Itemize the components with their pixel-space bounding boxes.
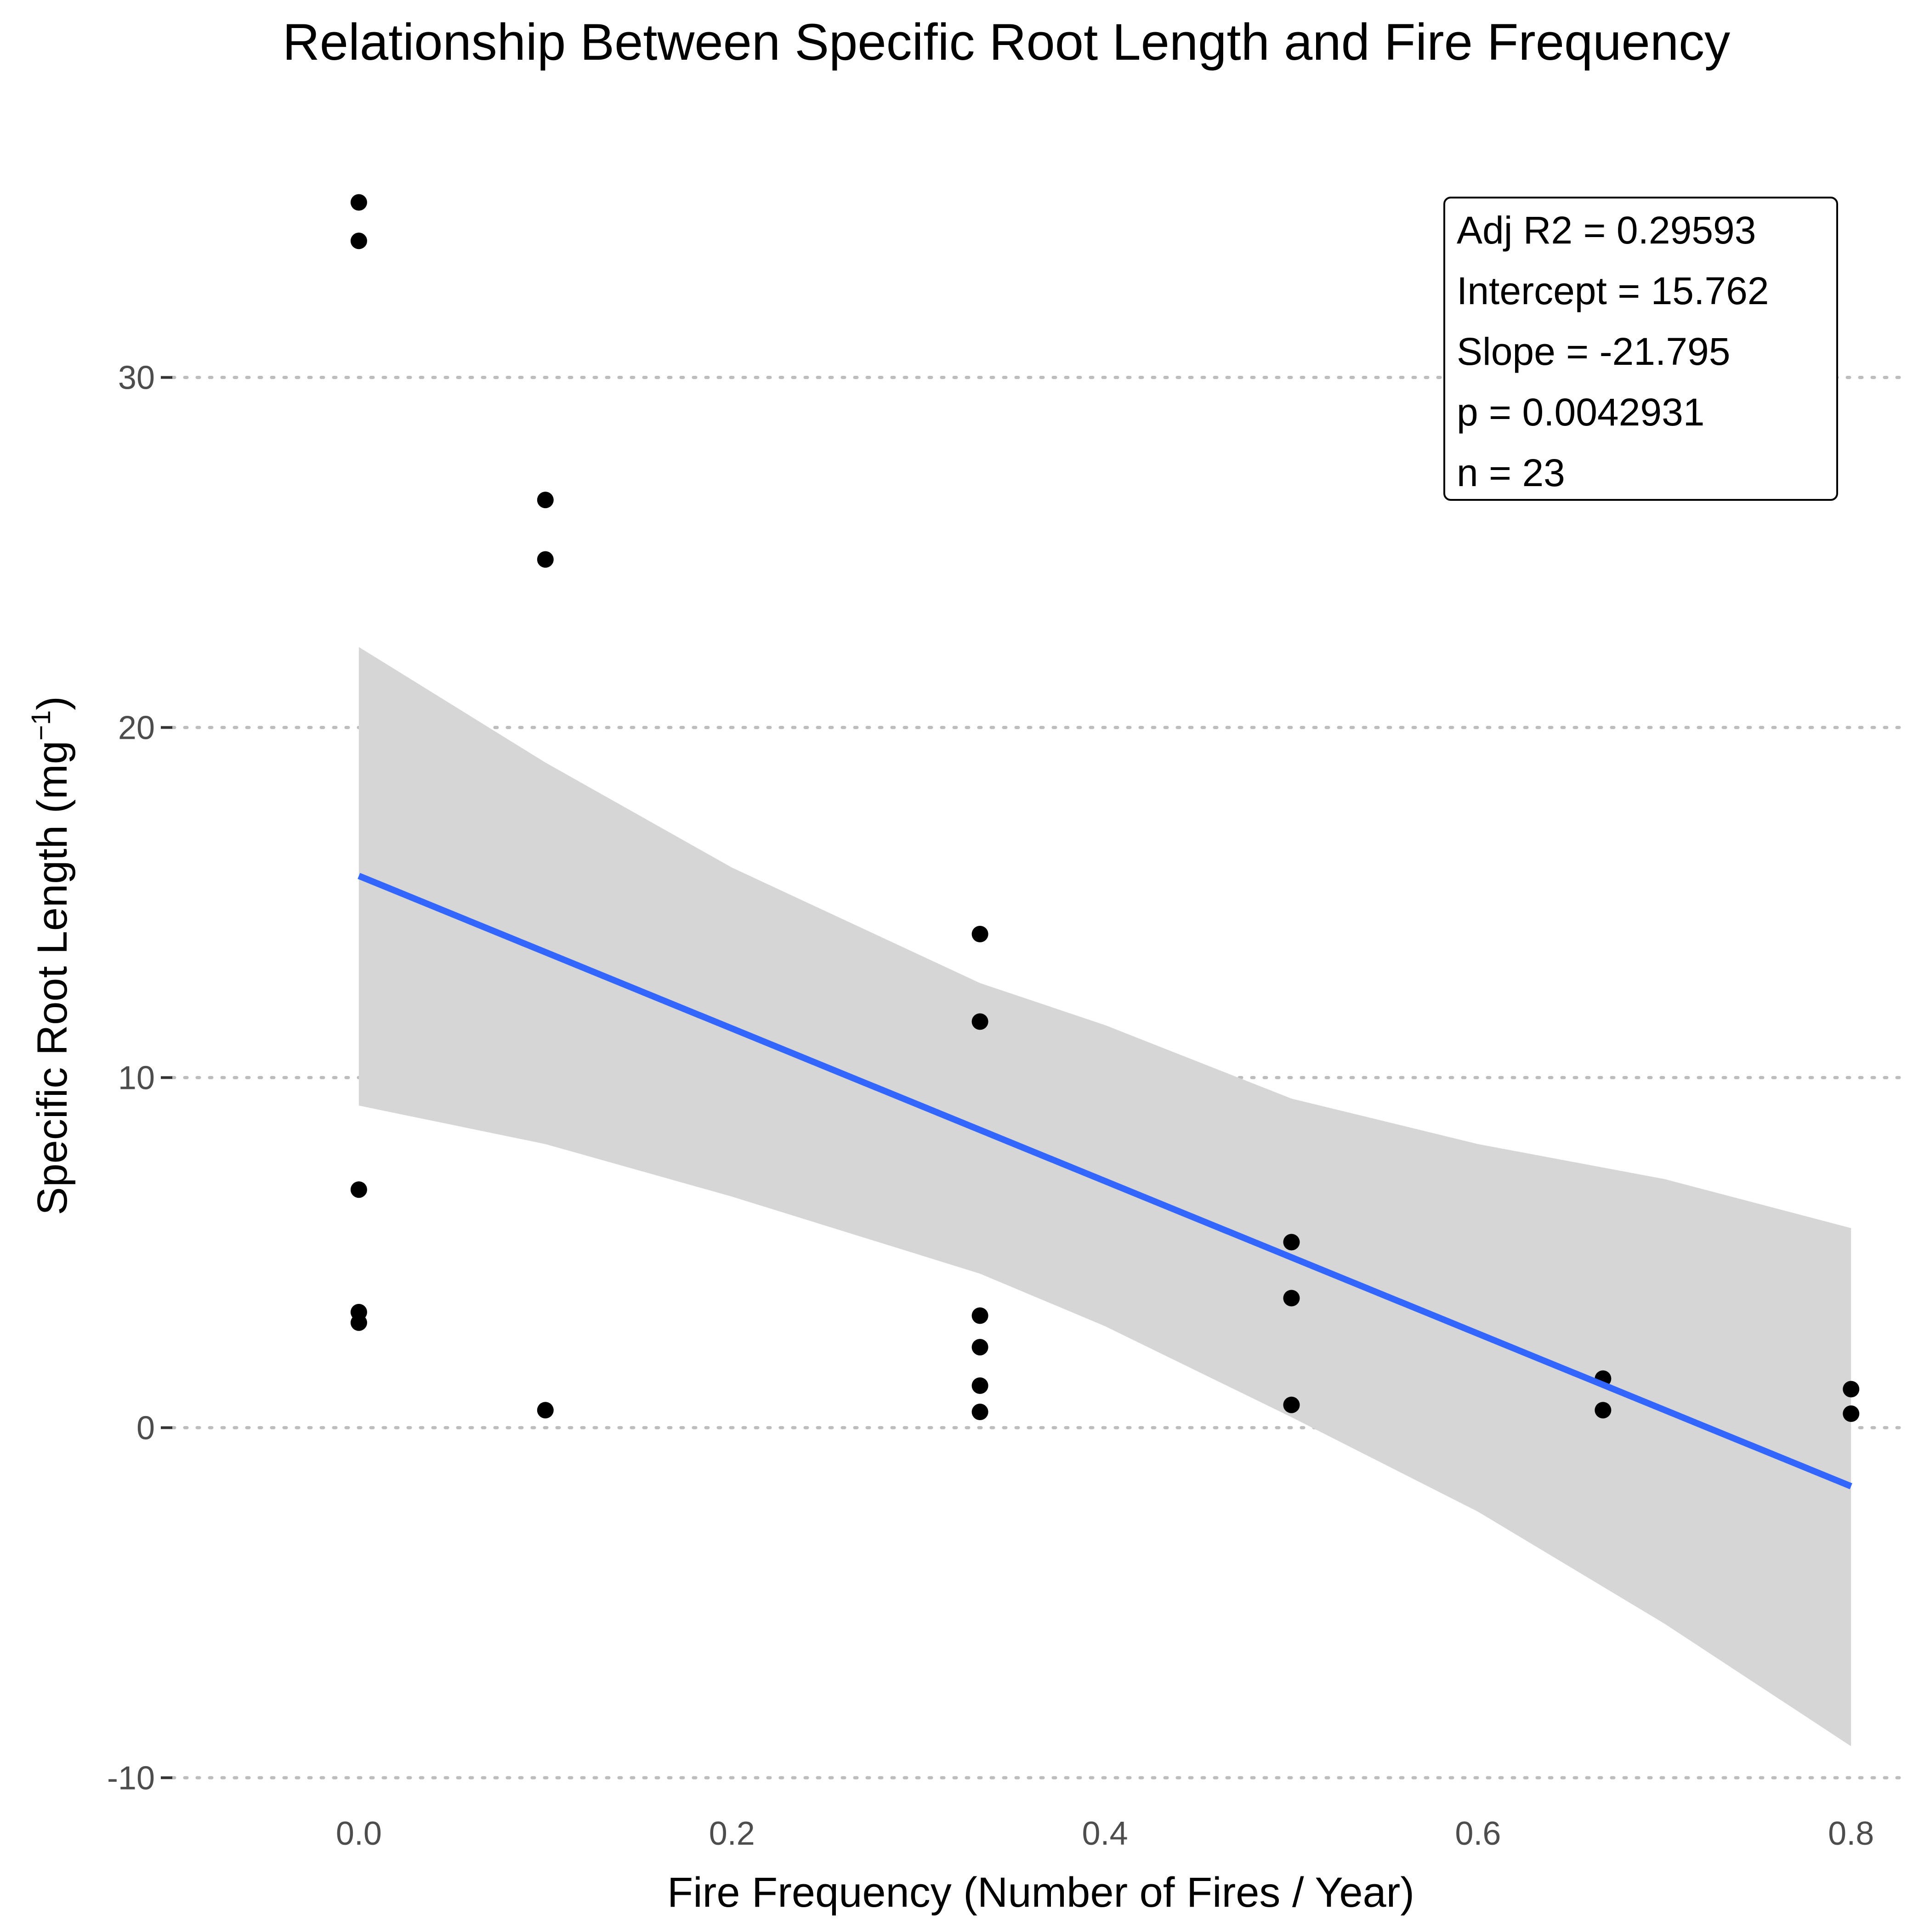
- data-point: [350, 194, 367, 211]
- data-point: [971, 1377, 988, 1394]
- x-axis: 0.0 0.2 0.4 0.6 0.8: [336, 1815, 1874, 1852]
- x-tick-label: 0.2: [709, 1815, 755, 1852]
- data-point: [1283, 1234, 1300, 1251]
- x-tick-label: 0.8: [1828, 1815, 1874, 1852]
- stats-box-frame: [1443, 197, 1838, 501]
- regression-line: [358, 873, 1852, 1490]
- data-point: [1283, 1396, 1300, 1413]
- y-tick-label: 30: [118, 359, 155, 396]
- y-axis-title-suffix: ): [29, 696, 76, 710]
- y-axis: -10 0 10 20 30: [107, 359, 172, 1796]
- data-point: [971, 1339, 988, 1356]
- regression-line-layer: [358, 873, 1852, 1490]
- data-point: [971, 1404, 988, 1421]
- data-point: [537, 1402, 554, 1419]
- y-tick-label: -10: [107, 1760, 155, 1796]
- data-point: [1843, 1405, 1860, 1422]
- data-point: [350, 1314, 367, 1331]
- stats-slope: Slope = -21.795: [1457, 330, 1730, 373]
- x-axis-title: Fire Frequency (Number of Fires / Year): [667, 1869, 1414, 1916]
- y-tick-label: 10: [118, 1059, 155, 1096]
- stats-adj-r2: Adj R2 = 0.29593: [1457, 209, 1756, 252]
- y-axis-title-text: Specific Root Length (mg: [29, 741, 76, 1215]
- stats-p-value: p = 0.0042931: [1457, 391, 1705, 434]
- data-point: [971, 1013, 988, 1030]
- x-tick-label: 0.0: [336, 1815, 382, 1852]
- x-tick-label: 0.4: [1082, 1815, 1128, 1852]
- y-tick-label: 0: [136, 1410, 155, 1446]
- y-axis-title-superscript: −1: [26, 710, 56, 741]
- x-tick-label: 0.6: [1455, 1815, 1501, 1852]
- data-point: [1843, 1381, 1860, 1398]
- data-point: [350, 232, 367, 249]
- y-axis-title: Specific Root Length (mg−1): [26, 696, 76, 1215]
- regression-stats-box: Adj R2 = 0.29593 Intercept = 15.762 Slop…: [1443, 197, 1838, 501]
- data-point: [971, 925, 988, 942]
- data-point: [537, 492, 554, 509]
- data-point: [350, 1181, 367, 1198]
- data-point: [1595, 1402, 1612, 1419]
- stats-n: n = 23: [1457, 451, 1565, 494]
- data-point: [537, 551, 554, 568]
- y-tick-label: 20: [118, 709, 155, 746]
- data-points: [350, 194, 1860, 1422]
- data-point: [1283, 1290, 1300, 1307]
- stats-intercept: Intercept = 15.762: [1457, 269, 1769, 312]
- confidence-band: [358, 647, 1851, 1746]
- data-point: [971, 1307, 988, 1324]
- chart-title: Relationship Between Specific Root Lengt…: [283, 13, 1730, 71]
- confidence-band-layer: [358, 647, 1851, 1746]
